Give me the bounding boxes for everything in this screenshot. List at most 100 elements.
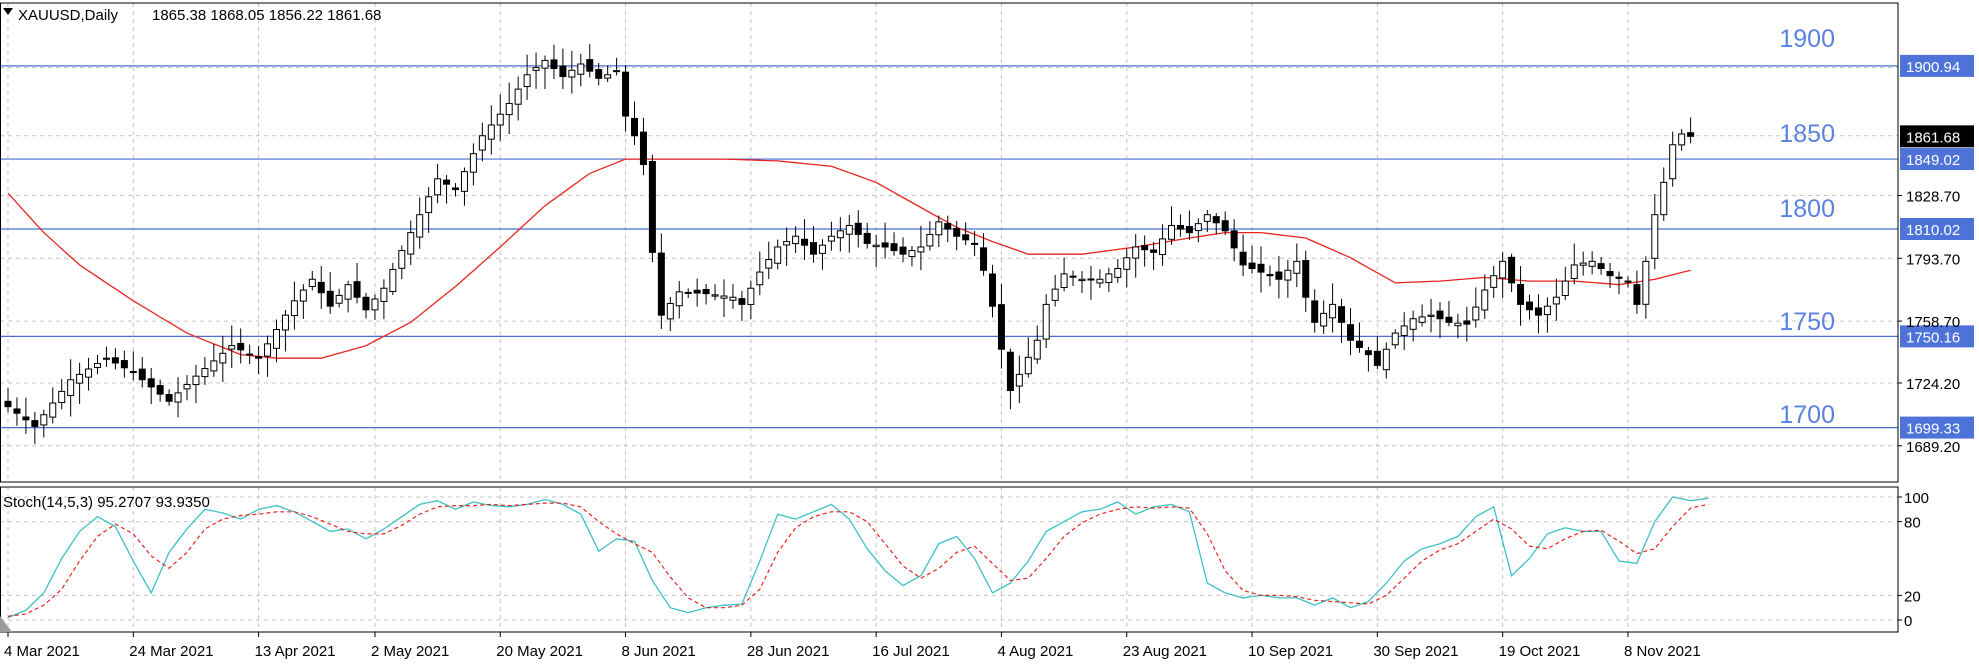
candle[interactable] [711,284,719,301]
candle[interactable] [854,210,862,248]
candle[interactable] [944,215,952,242]
candle[interactable] [1472,287,1480,328]
candle[interactable] [308,270,316,291]
candle[interactable] [953,220,961,251]
candle[interactable] [783,227,791,266]
candle[interactable] [1275,256,1283,299]
candle[interactable] [1606,262,1614,289]
candle[interactable] [273,319,280,363]
candle[interactable] [67,359,75,417]
candle[interactable] [1579,251,1587,276]
candle[interactable] [407,220,415,266]
candle[interactable] [863,222,871,249]
candle[interactable] [577,53,585,87]
candle[interactable] [1418,304,1426,327]
candle[interactable] [1391,329,1399,349]
candle[interactable] [183,375,191,401]
candle[interactable] [129,351,137,381]
candle[interactable] [31,411,39,444]
candle[interactable] [94,354,101,375]
candle[interactable] [845,214,853,253]
candle[interactable] [836,217,844,252]
candle[interactable] [1096,269,1104,289]
candle[interactable] [1114,259,1122,283]
candle[interactable] [49,387,57,424]
candle[interactable] [1221,211,1229,235]
candle[interactable] [1311,289,1319,333]
candle[interactable] [1248,245,1256,274]
candle[interactable] [774,239,782,270]
candle[interactable] [1588,251,1596,275]
candle[interactable] [1454,313,1462,339]
candle[interactable] [264,335,272,377]
candle[interactable] [613,57,621,76]
candle[interactable] [738,290,746,322]
candle[interactable] [765,241,773,280]
candle[interactable] [496,94,504,141]
candle[interactable] [1338,298,1346,343]
candle[interactable] [747,280,755,320]
candle[interactable] [1624,276,1632,288]
candle[interactable] [281,309,289,352]
candle[interactable] [1400,312,1408,351]
candle[interactable] [1015,355,1023,404]
stoch-signal-line[interactable] [7,502,1709,617]
candle[interactable] [1284,259,1292,298]
candle[interactable] [255,345,263,375]
candle[interactable] [111,348,119,370]
candle[interactable] [890,232,898,256]
candle[interactable] [299,284,307,319]
candle[interactable] [13,397,21,426]
stoch-main-line[interactable] [7,496,1709,619]
candle[interactable] [1642,256,1650,319]
candle[interactable] [729,283,737,309]
candle[interactable] [353,262,361,304]
candle[interactable] [720,279,728,318]
candle[interactable] [926,221,934,251]
candle[interactable] [639,117,647,176]
candle[interactable] [138,357,146,388]
candle[interactable] [559,48,567,90]
candle[interactable] [1355,322,1363,353]
candle[interactable] [1660,167,1668,221]
candle[interactable] [398,245,406,280]
candle[interactable] [935,215,943,248]
candle[interactable] [147,368,155,405]
candle[interactable] [657,233,665,329]
candle[interactable] [792,226,800,253]
candle[interactable] [1526,294,1533,320]
candle[interactable] [702,283,710,305]
candle[interactable] [1409,310,1417,342]
candle[interactable] [335,288,343,308]
candle[interactable] [219,335,227,382]
candle[interactable] [1069,270,1077,287]
candle[interactable] [165,389,173,406]
candle[interactable] [1042,294,1050,349]
candle[interactable] [434,163,442,204]
candle[interactable] [460,167,468,206]
candle[interactable] [469,143,477,186]
candle[interactable] [1633,270,1641,314]
candle[interactable] [85,357,93,391]
candle[interactable] [604,65,612,83]
candle[interactable] [40,409,48,438]
candle[interactable] [541,55,549,90]
candle[interactable] [1436,302,1444,339]
candle[interactable] [201,357,209,385]
candle[interactable] [228,325,236,369]
candle[interactable] [192,364,200,404]
candle[interactable] [693,278,701,307]
candle[interactable] [1329,283,1337,333]
candle[interactable] [514,76,522,121]
candle[interactable] [1320,300,1328,334]
candle[interactable] [1087,265,1095,300]
candle[interactable] [22,397,30,434]
candle[interactable] [1194,218,1202,243]
candle[interactable] [1033,325,1041,364]
candle[interactable] [1382,342,1390,379]
candle[interactable] [1517,266,1525,326]
candle[interactable] [631,101,638,145]
candle[interactable] [666,296,674,332]
candle[interactable] [1176,214,1184,237]
candle[interactable] [1490,265,1498,298]
